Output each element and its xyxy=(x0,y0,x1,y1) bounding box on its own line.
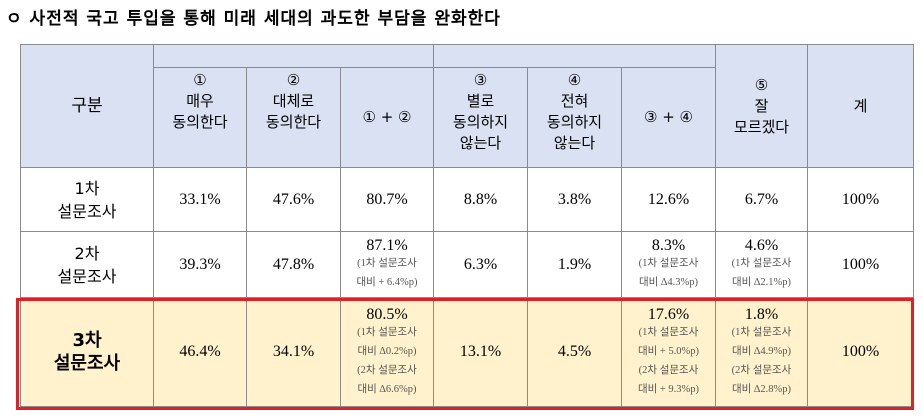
cell-col34-note1: (1차 설문조사 xyxy=(638,258,699,269)
cell-col34: 8.3% (1차 설문조사 대비 ∆4.3%p) xyxy=(621,231,716,298)
table-row: 2차 설문조사 39.3% 47.8% 87.1% (1차 설문조사 대비 + … xyxy=(20,231,914,298)
row-label: 1차 설문조사 xyxy=(20,167,154,232)
cell-col34-note1: (1차 설문조사 xyxy=(638,326,699,338)
header-col3-num: ③ xyxy=(473,71,488,89)
header-col3: ③ 별로 동의하지 않는다 xyxy=(433,67,528,168)
header-row: ① 매우 동의한다 ② 대체로 동의한다 ① + ② ③ 별로 동의하지 않는다… xyxy=(21,67,914,168)
row-label-line2: 설문조사 xyxy=(57,201,117,221)
header-col3-line3: 않는다 xyxy=(459,134,502,152)
header-col4-line2: 동의하지 xyxy=(546,113,603,131)
cell-col12-note1: (1차 설문조사 xyxy=(357,258,417,269)
header-col2-line1: 대체로 xyxy=(272,92,315,110)
cell-col2: 47.8% xyxy=(246,231,341,298)
cell-col5-note4: 대비 ∆2.8%p) xyxy=(732,383,791,395)
header-col5: ⑤ 잘 모르겠다 xyxy=(715,44,808,168)
header-row-top: 구분 ⑤ 잘 모르겠다 계 xyxy=(20,44,914,168)
cell-col5-value: 1.8% xyxy=(744,305,779,323)
cell-col3: 8.8% xyxy=(433,167,528,232)
cell-col3: 6.3% xyxy=(433,231,528,298)
cell-col2: 34.1% xyxy=(246,297,341,407)
table-row-highlighted: 3차 설문조사 46.4% 34.1% 80.5% (1차 설문조사 대비 ∆0… xyxy=(20,297,914,407)
header-col5-line1: 잘 xyxy=(754,96,769,115)
header-col1-line2: 동의한다 xyxy=(172,113,228,131)
cell-col5-note3: (2차 설문조사 xyxy=(731,364,792,376)
row-label-line1: 1차 xyxy=(74,178,100,198)
cell-col1: 33.1% xyxy=(153,167,247,232)
header-agree-group xyxy=(153,44,434,68)
cell-col34-value: 8.3% xyxy=(651,237,686,254)
page-title: ㅇ 사전적 국고 투입을 통해 미래 세대의 과도한 부담을 완화한다 xyxy=(6,9,501,29)
cell-col34-note3: (2차 설문조사 xyxy=(638,364,699,376)
cell-col5: 4.6% (1차 설문조사 대비 ∆2.1%p) xyxy=(715,231,808,298)
cell-col5: 6.7% xyxy=(715,167,808,232)
cell-col5-note1: (1차 설문조사 xyxy=(731,258,792,269)
cell-total: 100% xyxy=(807,231,914,298)
header-col4-num: ④ xyxy=(567,71,582,89)
cell-col34-note4: 대비 + 9.3%p) xyxy=(637,383,700,395)
cell-col34-note2: 대비 + 5.0%p) xyxy=(637,345,700,357)
header-col4-line1: 전혀 xyxy=(560,92,589,110)
header-col4-line3: 않는다 xyxy=(553,134,596,152)
cell-col12-note4: 대비 ∆6.6%p) xyxy=(357,383,417,395)
cell-col12-value: 80.5% xyxy=(366,305,408,323)
header-col1-line1: 매우 xyxy=(186,92,214,110)
cell-col4: 1.9% xyxy=(527,231,622,298)
header-category: 구분 xyxy=(20,44,154,168)
cell-col12-note3: (2차 설문조사 xyxy=(357,364,417,376)
row-label: 3차 설문조사 xyxy=(20,297,154,407)
cell-col34: 17.6% (1차 설문조사 대비 + 5.0%p) (2차 설문조사 대비 +… xyxy=(621,297,716,407)
cell-col3: 13.1% xyxy=(433,297,528,407)
header-col12: ① + ② xyxy=(340,67,434,168)
survey-table: 구분 ⑤ 잘 모르겠다 계 ① 매우 동의한다 ② 대체로 동의한다 ① + ②… xyxy=(20,44,914,407)
header-col1-num: ① xyxy=(193,71,207,89)
row-label: 2차 설문조사 xyxy=(20,231,154,298)
cell-col34-value: 17.6% xyxy=(647,305,690,323)
cell-col5-value: 4.6% xyxy=(744,237,779,254)
cell-col5-note2: 대비 ∆2.1%p) xyxy=(732,277,791,288)
cell-col12-note1: (1차 설문조사 xyxy=(357,326,417,338)
header-total: 계 xyxy=(807,44,914,168)
header-col5-line2: 모르겠다 xyxy=(733,117,790,136)
cell-col12: 87.1% (1차 설문조사 대비 + 6.4%p) xyxy=(340,231,434,298)
header-col4: ④ 전혀 동의하지 않는다 xyxy=(527,67,622,168)
cell-col12: 80.7% xyxy=(340,167,434,232)
header-col34: ③ + ④ xyxy=(621,67,716,168)
cell-col34-note2: 대비 ∆4.3%p) xyxy=(639,277,698,288)
table-row: 1차 설문조사 33.1% 47.6% 80.7% 8.8% 3.8% 12.6… xyxy=(20,167,914,232)
header-col1: ① 매우 동의한다 xyxy=(153,67,247,168)
cell-col5: 1.8% (1차 설문조사 대비 ∆4.9%p) (2차 설문조사 대비 ∆2.… xyxy=(715,297,808,407)
cell-col12-note2: 대비 ∆0.2%p) xyxy=(357,345,417,357)
cell-col4: 4.5% xyxy=(527,297,622,407)
cell-col4: 3.8% xyxy=(527,167,622,232)
header-col2-num: ② xyxy=(286,71,301,89)
header-col2: ② 대체로 동의한다 xyxy=(246,67,341,168)
cell-col12-note2: 대비 + 6.4%p) xyxy=(356,277,418,288)
cell-col2: 47.6% xyxy=(246,167,341,232)
row-label-line2: 설문조사 xyxy=(57,266,117,286)
cell-col12: 80.5% (1차 설문조사 대비 ∆0.2%p) (2차 설문조사 대비 ∆6… xyxy=(340,297,434,407)
cell-col5-note2: 대비 ∆4.9%p) xyxy=(732,345,791,357)
row-label-line1: 2차 xyxy=(74,243,100,263)
cell-col1: 39.3% xyxy=(153,231,247,298)
header-col3-line2: 동의하지 xyxy=(452,113,509,131)
row-label-line1: 3차 xyxy=(72,330,102,351)
header-col2-line2: 동의한다 xyxy=(265,113,322,131)
cell-col12-value: 87.1% xyxy=(366,237,408,254)
row-label-line2: 설문조사 xyxy=(53,353,121,374)
cell-total: 100% xyxy=(807,167,914,232)
cell-col34: 12.6% xyxy=(621,167,716,232)
cell-col5-note1: (1차 설문조사 xyxy=(731,326,792,338)
header-col5-num: ⑤ xyxy=(754,75,769,94)
cell-col1: 46.4% xyxy=(153,297,247,407)
header-col3-line1: 별로 xyxy=(466,92,495,110)
header-disagree-group xyxy=(433,44,716,68)
cell-total: 100% xyxy=(807,297,914,407)
